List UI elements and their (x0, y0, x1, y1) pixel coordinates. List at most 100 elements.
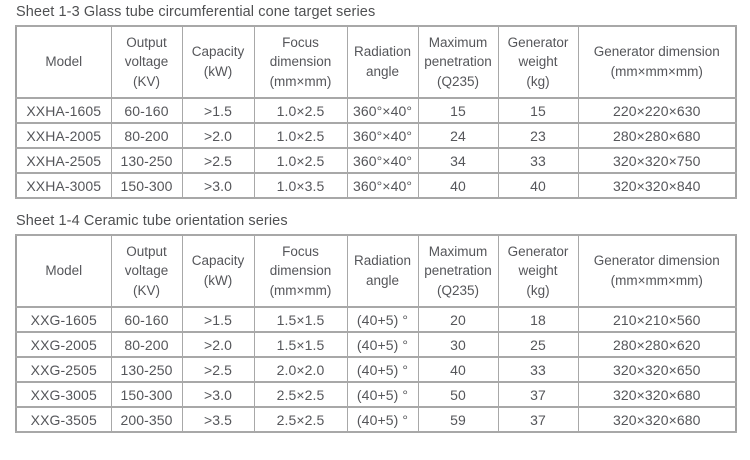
table-cell: 20 (417, 306, 499, 333)
column-header: Radiation angle (346, 234, 419, 308)
table-cell: 24 (417, 122, 499, 149)
table-cell: >1.5 (181, 306, 255, 333)
column-header: Focus dimension (mm×mm) (253, 25, 348, 99)
table-cell: >2.5 (181, 356, 255, 383)
table-cell: 34 (417, 147, 499, 174)
table-cell: 1.5×1.5 (253, 331, 348, 358)
table-cell: XXG-3505 (15, 406, 112, 433)
table-cell: XXG-2005 (15, 331, 112, 358)
ceramic-tube-section: Sheet 1-4 Ceramic tube orientation serie… (15, 213, 750, 433)
table-cell: 80-200 (110, 122, 183, 149)
table-cell: 150-300 (110, 381, 183, 408)
table-cell: 40 (417, 356, 499, 383)
header-row: Model Output voltage (KV) Capacity (kW) Foc… (15, 25, 737, 99)
table-cell: 2.5×2.5 (253, 381, 348, 408)
column-header: Capacity (kW) (181, 25, 255, 99)
table-cell: 23 (497, 122, 579, 149)
column-header: Focus dimension (mm×mm) (253, 234, 348, 308)
ceramic-tube-series-table: Model Output voltage (KV) Capacity (kW) Foc… (15, 234, 737, 433)
table-row: XXG-2505 130-250 >2.5 2.0×2.0 (40+5) ° 40 33 32… (15, 356, 737, 383)
table-cell: 320×320×750 (577, 147, 737, 174)
sheet-1-4-title: Sheet 1-4 Ceramic tube orientation serie… (16, 213, 288, 229)
table-cell: 1.0×3.5 (253, 172, 348, 199)
table-cell: 360°×40° (346, 122, 419, 149)
table-cell: 130-250 (110, 147, 183, 174)
sheet-1-3-title: Sheet 1-3 Glass tube circumferential con… (16, 4, 376, 20)
column-header: Generator weight (kg) (497, 234, 579, 308)
table-cell: 1.0×2.5 (253, 97, 348, 124)
spec-sheet-page: Sheet 1-3 Glass tube circumferential con… (15, 4, 750, 433)
table-cell: 280×280×620 (577, 331, 737, 358)
table-cell: 50 (417, 381, 499, 408)
column-header: Generator dimension (mm×mm×mm) (577, 234, 737, 308)
table-cell: 40 (417, 172, 499, 199)
table-cell: 360°×40° (346, 172, 419, 199)
table-cell: 360°×40° (346, 147, 419, 174)
table-row: XXHA-3005 150-300 >3.0 1.0×3.5 360°×40° 40 40 3… (15, 172, 737, 199)
table-cell: 33 (497, 356, 579, 383)
column-header: Output voltage (KV) (110, 25, 183, 99)
table-row: XXHA-2505 130-250 >2.5 1.0×2.5 360°×40° 34 33 3… (15, 147, 737, 174)
table-cell: XXHA-3005 (15, 172, 112, 199)
glass-tube-section: Sheet 1-3 Glass tube circumferential con… (15, 4, 750, 199)
table-cell: >1.5 (181, 97, 255, 124)
table-cell: 150-300 (110, 172, 183, 199)
column-header: Model (15, 234, 112, 308)
table-cell: 200-350 (110, 406, 183, 433)
table-cell: 60-160 (110, 97, 183, 124)
table-row: XXG-1605 60-160 >1.5 1.5×1.5 (40+5) ° 20 18 210… (15, 306, 737, 333)
table-cell: 37 (497, 381, 579, 408)
table-cell: 320×320×680 (577, 381, 737, 408)
table-row: XXG-3005 150-300 >3.0 2.5×2.5 (40+5) ° 50 37 32… (15, 381, 737, 408)
column-header: Output voltage (KV) (110, 234, 183, 308)
column-header: Maximum penetration (Q235) (417, 234, 499, 308)
table-cell: (40+5) ° (346, 406, 419, 433)
table-row: XXHA-2005 80-200 >2.0 1.0×2.5 360°×40° 24 23 28… (15, 122, 737, 149)
table-cell: 15 (497, 97, 579, 124)
table-cell: 2.5×2.5 (253, 406, 348, 433)
table-cell: 80-200 (110, 331, 183, 358)
header-row: Model Output voltage (KV) Capacity (kW) Foc… (15, 234, 737, 308)
table-cell: 33 (497, 147, 579, 174)
table-cell: (40+5) ° (346, 356, 419, 383)
table-cell: 210×210×560 (577, 306, 737, 333)
table-cell: 18 (497, 306, 579, 333)
table-cell: (40+5) ° (346, 381, 419, 408)
column-header: Generator weight (kg) (497, 25, 579, 99)
column-header: Model (15, 25, 112, 99)
table-cell: 1.0×2.5 (253, 147, 348, 174)
column-header: Capacity (kW) (181, 234, 255, 308)
table-cell: XXHA-2005 (15, 122, 112, 149)
table-cell: 30 (417, 331, 499, 358)
table-cell: 1.5×1.5 (253, 306, 348, 333)
table-cell: 2.0×2.0 (253, 356, 348, 383)
table-cell: XXG-3005 (15, 381, 112, 408)
column-header: Radiation angle (346, 25, 419, 99)
table-cell: >2.0 (181, 331, 255, 358)
table-cell: 130-250 (110, 356, 183, 383)
table-cell: 15 (417, 97, 499, 124)
table-cell: (40+5) ° (346, 331, 419, 358)
table-row: XXG-3505 200-350 >3.5 2.5×2.5 (40+5) ° 59 37 32… (15, 406, 737, 433)
table-cell: XXHA-1605 (15, 97, 112, 124)
table-cell: 37 (497, 406, 579, 433)
table-cell: >3.0 (181, 172, 255, 199)
glass-tube-series-table: Model Output voltage (KV) Capacity (kW) Foc… (15, 25, 737, 199)
table-cell: >2.0 (181, 122, 255, 149)
table-cell: 40 (497, 172, 579, 199)
table-row: XXG-2005 80-200 >2.0 1.5×1.5 (40+5) ° 30 25 280… (15, 331, 737, 358)
table-cell: XXHA-2505 (15, 147, 112, 174)
table-cell: 220×220×630 (577, 97, 737, 124)
table-cell: 360°×40° (346, 97, 419, 124)
table-cell: 320×320×840 (577, 172, 737, 199)
table-cell: XXG-2505 (15, 356, 112, 383)
table-cell: (40+5) ° (346, 306, 419, 333)
table-cell: >3.0 (181, 381, 255, 408)
table-cell: 320×320×680 (577, 406, 737, 433)
column-header: Generator dimension (mm×mm×mm) (577, 25, 737, 99)
table-cell: 59 (417, 406, 499, 433)
table-cell: 280×280×680 (577, 122, 737, 149)
table-cell: 320×320×650 (577, 356, 737, 383)
table-cell: XXG-1605 (15, 306, 112, 333)
table-row: XXHA-1605 60-160 >1.5 1.0×2.5 360°×40° 15 15 22… (15, 97, 737, 124)
